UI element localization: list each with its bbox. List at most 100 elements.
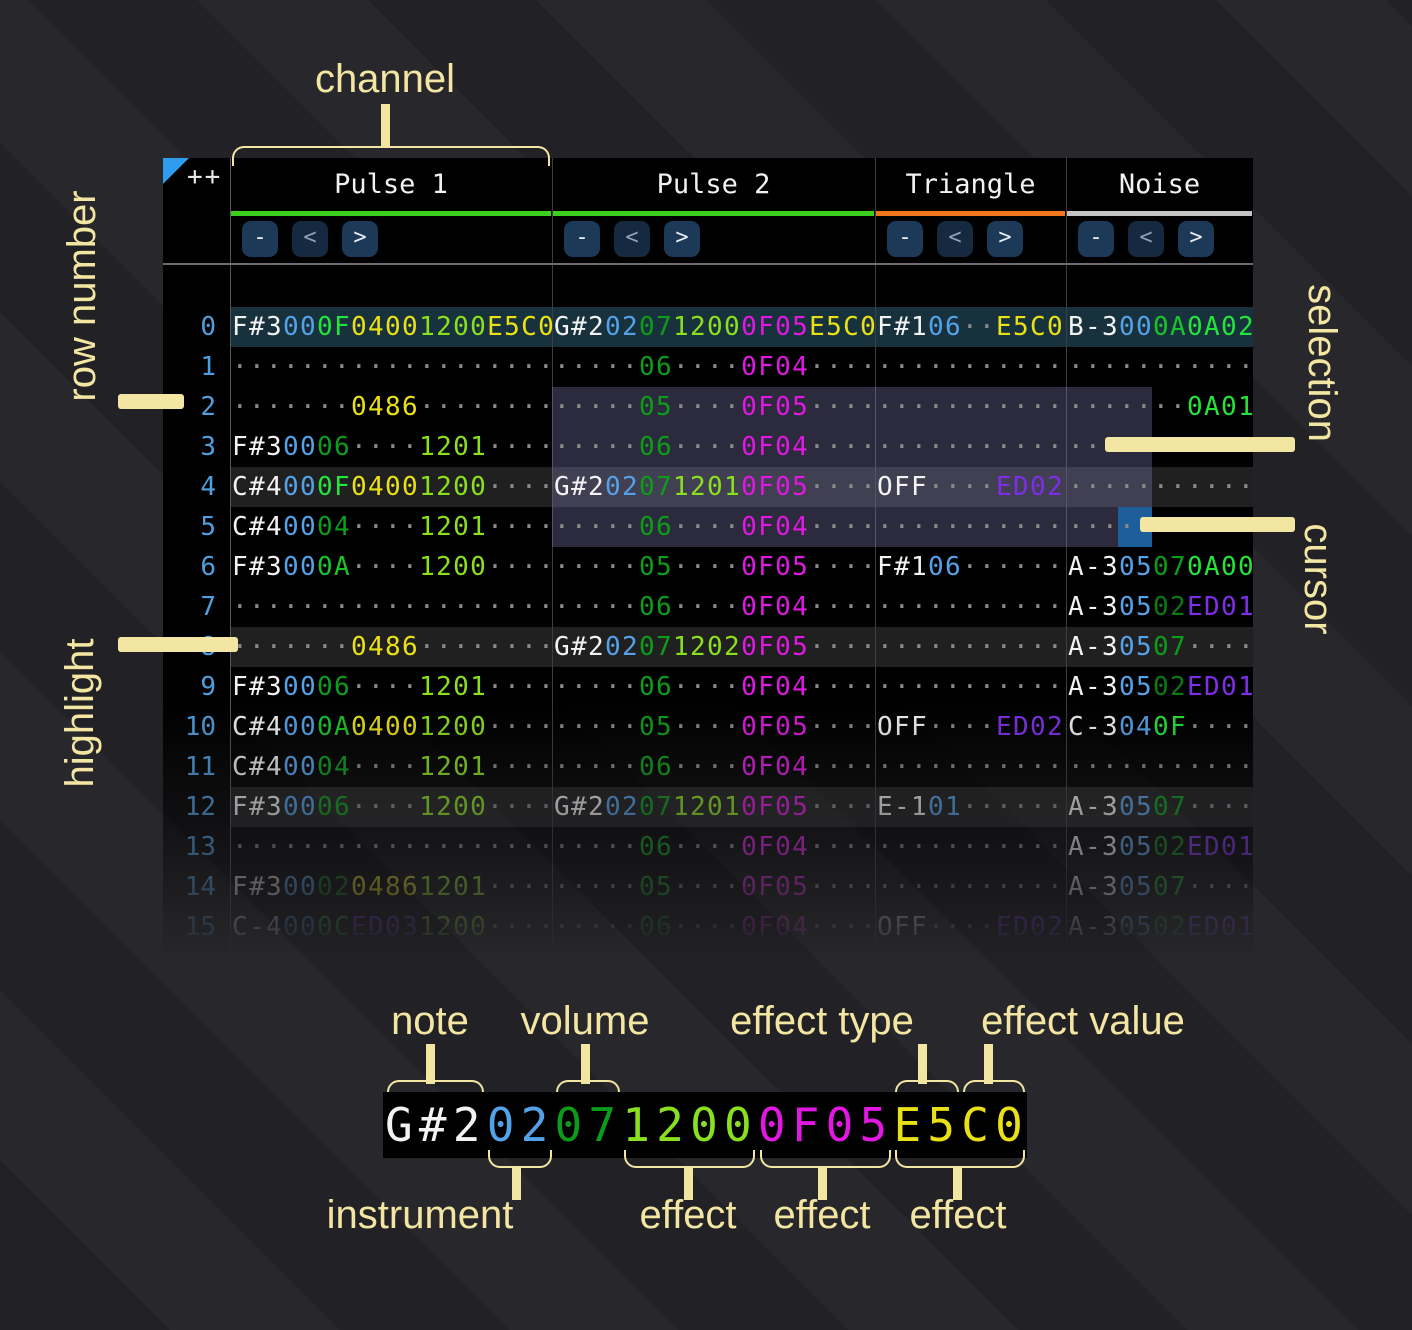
pattern-cell[interactable]: C-3040F···· [1068,707,1254,747]
pattern-cell[interactable]: A-30502ED01 [1068,907,1256,947]
channel-name-pulse-2[interactable]: Pulse 2 [656,169,771,200]
pattern-segment: ED01 [1187,912,1256,942]
pattern-cell[interactable]: A-30507···· [1068,787,1254,827]
channel-mute-button[interactable]: - [564,221,600,257]
pattern-cell[interactable]: ·····06····0F04···· [554,827,876,867]
pattern-cell[interactable]: ··········· [877,507,1066,547]
pattern-cell[interactable]: G#2020712000F05E5C0 [554,307,876,347]
pattern-segment: 06 [639,352,674,382]
pattern-prev-button[interactable]: < [614,221,650,257]
pattern-cell[interactable]: ··········· [877,347,1066,387]
pattern-cell[interactable]: ··········· [877,587,1066,627]
pattern-cell[interactable]: OFF····ED02 [877,707,1066,747]
pattern-cell[interactable]: ·····06····0F04···· [554,587,876,627]
pattern-cell[interactable]: A-30502ED01 [1068,827,1254,867]
pattern-cell[interactable]: ··········· [877,827,1066,867]
pattern-cell[interactable]: ·······0486········ [232,387,554,427]
pattern-cell[interactable]: F#30006····1201···· [232,427,554,467]
pattern-cell[interactable]: C-4000CED031200···· [232,907,554,947]
pattern-next-button[interactable]: > [987,221,1023,257]
corner-triangle-icon [163,158,189,184]
pattern-cell[interactable]: F#30006····1200···· [232,787,554,827]
pattern-cell[interactable]: G#2020712010F05···· [554,787,876,827]
pattern-cell[interactable]: ··········· [877,427,1066,467]
pattern-cell[interactable]: ·····06····0F04···· [554,667,876,707]
channel-mute-button[interactable]: - [887,221,923,257]
pattern-cell[interactable]: ··········· [877,667,1066,707]
pattern-cell[interactable]: ··················· [232,827,554,867]
row-number: 3 [200,432,216,462]
pattern-cell[interactable]: F#30006····1201···· [232,667,554,707]
pattern-segment: ··········· [877,672,1065,702]
pattern-cell[interactable]: ·····06····0F04···· [554,507,876,547]
pattern-cell[interactable]: F#3000204861201···· [232,867,554,907]
pattern-next-button[interactable]: > [342,221,378,257]
channel-mute-button[interactable]: - [242,221,278,257]
pattern-cell[interactable]: F#3000F04001200E5C0 [232,307,554,347]
pattern-segment: ····· [554,872,640,902]
pattern-segment: 1200 [419,552,488,582]
pattern-next-button[interactable]: > [664,221,700,257]
pattern-cell[interactable]: ·····06····0F04···· [554,747,876,787]
pattern-cell[interactable]: C#4000F04001200···· [232,467,554,507]
pattern-cell[interactable]: ·····06····0F04···· [554,907,876,947]
pattern-cell[interactable]: ·····06····0F04···· [554,347,876,387]
pattern-segment: ···· [673,752,742,782]
pattern-cell[interactable]: ··········· [877,627,1066,667]
pattern-cell[interactable]: OFF····ED02 [877,907,1066,947]
channel-name-pulse-1[interactable]: Pulse 1 [334,169,448,200]
channel-name-noise[interactable]: Noise [1118,169,1201,200]
pattern-cell[interactable]: ·····05····0F05···· [554,387,876,427]
expand-button[interactable]: ++ [187,162,223,192]
pattern-cell[interactable]: ·····05····0F05···· [554,547,876,587]
pattern-cell[interactable]: A-30507···· [1068,867,1254,907]
pattern-cell[interactable]: A-30502ED01 [1068,667,1254,707]
pattern-prev-button[interactable]: < [292,221,328,257]
pattern-cell[interactable]: ·····05····0F05···· [554,707,876,747]
pattern-segment: 0F04 [741,592,810,622]
pattern-cell[interactable]: ··················· [232,587,554,627]
pattern-cell[interactable]: ··········· [1068,467,1254,507]
pattern-cell[interactable]: F#3000A····1200···· [232,547,554,587]
pattern-segment: 0F04 [741,832,810,862]
pattern-segment: 0F05 [757,1098,894,1152]
channel-mute-button[interactable]: - [1078,221,1114,257]
pattern-prev-button[interactable]: < [937,221,973,257]
pattern-cell[interactable]: ··················· [232,347,554,387]
pattern-cell[interactable]: F#106······ [877,547,1066,587]
pattern-cell[interactable]: C#40004····1201···· [232,507,554,547]
pattern-cell[interactable]: ··········· [877,867,1066,907]
pattern-cell[interactable]: A-30507···· [1068,627,1254,667]
pattern-segment: 0A [1153,312,1188,342]
pattern-cell[interactable]: C#4000A04001200···· [232,707,554,747]
pattern-cell[interactable]: A-305070A00 [1068,547,1254,587]
pattern-segment: 0F05 [741,712,810,742]
channel-name-triangle[interactable]: Triangle [905,169,1036,200]
pattern-prev-button[interactable]: < [1128,221,1164,257]
pattern-cell[interactable]: E-101······ [877,787,1066,827]
pattern-cell[interactable]: A-30502ED01 [1068,587,1254,627]
pattern-cell[interactable]: ·······0486········ [232,627,554,667]
pattern-cell[interactable]: ·····06····0F04···· [554,427,876,467]
corner-cell[interactable]: ++ [163,158,230,263]
pattern-cell[interactable]: G#2020712010F05···· [554,467,876,507]
pattern-segment: G#2 [554,472,606,502]
pattern-cell[interactable]: ··········· [1068,747,1254,787]
pattern-cell[interactable]: ·····05····0F05···· [554,867,876,907]
pattern-cell[interactable]: G#2020712020F05···· [554,627,876,667]
pattern-segment: 04 [317,512,352,542]
pattern-segment: E5C0 [893,1098,1030,1152]
pattern-segment: 05 [639,392,674,422]
pattern-cell[interactable]: ··········· [877,747,1066,787]
pattern-cell[interactable]: ··········· [1068,347,1254,387]
pattern-cell[interactable]: F#106··E5C0 [877,307,1066,347]
pattern-cell[interactable]: C#40004····1201···· [232,747,554,787]
pattern-cell[interactable]: B-3000A0A02 [1068,307,1254,347]
pattern-segment: OFF [877,472,929,502]
pattern-cell[interactable]: OFF····ED02 [877,467,1066,507]
pattern-cell[interactable]: ·······0A01 [1068,387,1254,427]
pattern-next-button[interactable]: > [1178,221,1214,257]
pattern-segment: 02 [1153,672,1188,702]
channel-header: Noise [1066,158,1253,216]
pattern-cell[interactable]: ··········· [877,387,1066,427]
